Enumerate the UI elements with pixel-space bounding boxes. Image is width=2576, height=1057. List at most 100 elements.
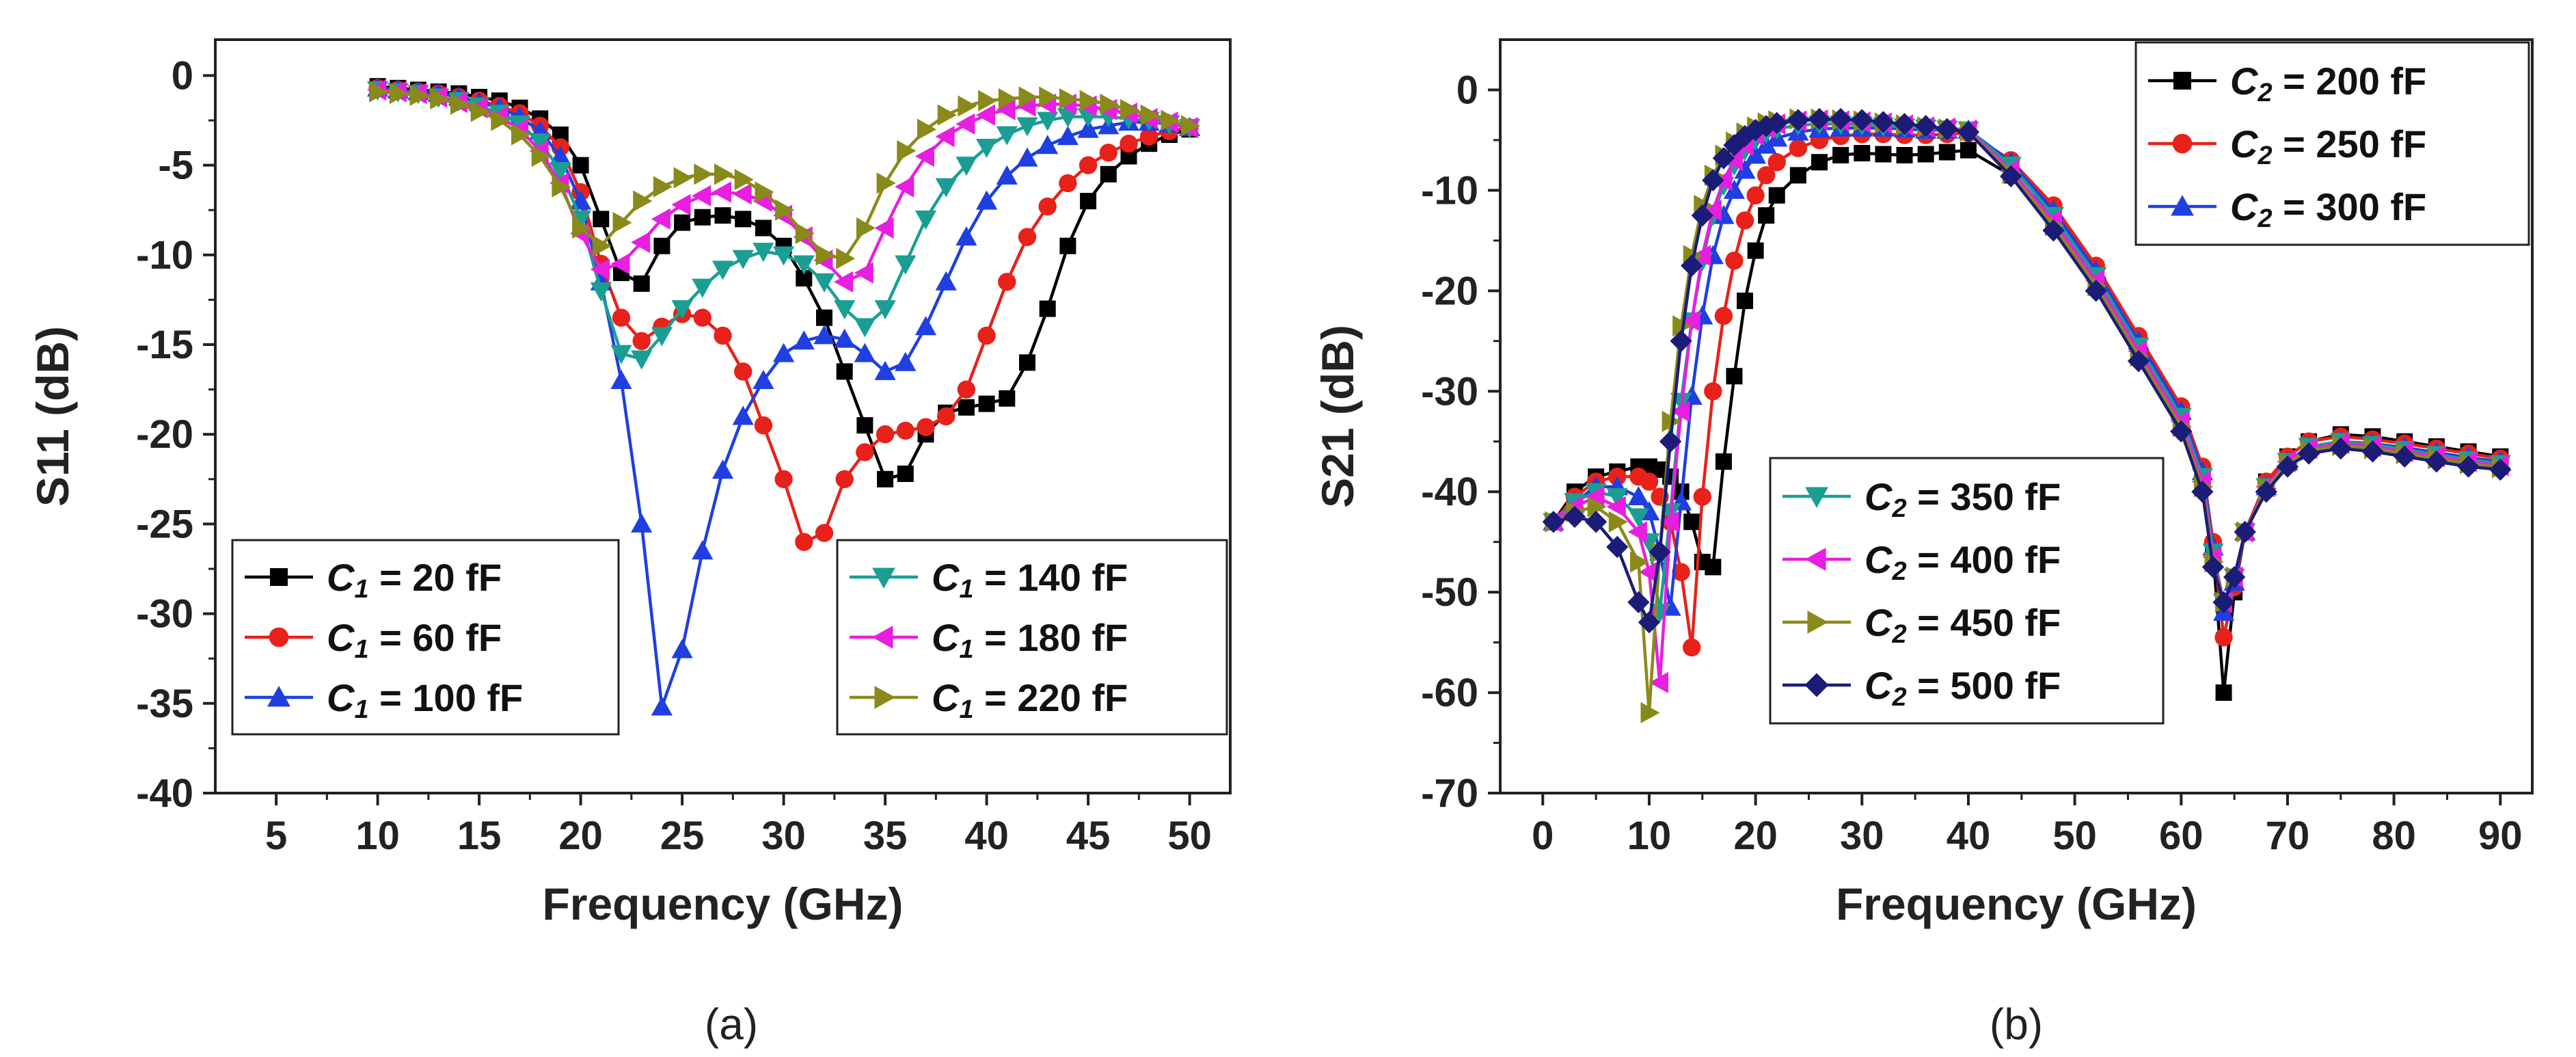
data-point bbox=[714, 163, 734, 185]
data-point bbox=[732, 183, 752, 205]
legend-top: C2 = 200 fF C2 = 250 fF C2 = 300 fF bbox=[2134, 41, 2530, 246]
data-point bbox=[1735, 211, 1754, 230]
x-tick-label: 0 bbox=[1532, 814, 1554, 858]
y-tick-label: -30 bbox=[136, 592, 193, 637]
data-point bbox=[1606, 488, 1628, 508]
y-tick-label: -70 bbox=[1421, 771, 1478, 816]
data-point bbox=[1758, 207, 1775, 224]
data-point bbox=[1039, 86, 1059, 108]
legend-entry: C1 = 180 fF bbox=[932, 616, 1128, 664]
data-point bbox=[1715, 453, 1732, 470]
legend-marker bbox=[2171, 195, 2194, 216]
x-tick-label: 20 bbox=[558, 814, 603, 858]
data-point bbox=[2457, 455, 2480, 478]
data-point bbox=[1745, 144, 1767, 164]
series-line bbox=[377, 84, 1191, 481]
y-tick-label: -15 bbox=[136, 323, 193, 367]
data-point bbox=[895, 351, 917, 371]
legend-entry: C2 = 450 fF bbox=[1865, 601, 2061, 649]
data-point bbox=[998, 273, 1016, 291]
data-point bbox=[572, 157, 589, 174]
y-tick-label: -30 bbox=[1421, 369, 1478, 414]
data-point bbox=[590, 282, 612, 302]
data-point bbox=[1854, 145, 1871, 162]
x-tick-label: 30 bbox=[1840, 814, 1884, 858]
legend-marker bbox=[1807, 611, 1828, 634]
data-point bbox=[1754, 115, 1778, 137]
data-point bbox=[2297, 442, 2320, 465]
data-point bbox=[1893, 113, 1916, 135]
data-point bbox=[1723, 134, 1746, 157]
data-point bbox=[1018, 228, 1037, 246]
data-point bbox=[854, 318, 876, 338]
data-point bbox=[1875, 146, 1892, 163]
data-point bbox=[2489, 458, 2512, 481]
data-point bbox=[1670, 401, 1690, 423]
data-point bbox=[977, 326, 996, 345]
data-point bbox=[1726, 368, 1743, 385]
data-point bbox=[793, 330, 815, 350]
data-point bbox=[976, 138, 998, 159]
data-point bbox=[671, 193, 691, 215]
data-point bbox=[1832, 146, 1849, 163]
data-point bbox=[2276, 455, 2299, 478]
data-point bbox=[1747, 242, 1764, 259]
legend-bottom: C2 = 350 fF C2 = 400 fF C2 = 450 fF C2 = 50… bbox=[1769, 457, 2165, 725]
data-point bbox=[793, 255, 815, 275]
data-point bbox=[935, 126, 955, 148]
data-point bbox=[937, 104, 957, 126]
x-tick-label: 40 bbox=[964, 814, 1009, 858]
y-tick-label: -40 bbox=[136, 771, 193, 816]
data-point bbox=[1181, 115, 1201, 137]
data-point bbox=[836, 247, 856, 269]
data-point bbox=[1627, 521, 1647, 543]
data-point bbox=[978, 90, 998, 111]
series-line bbox=[1553, 117, 2501, 624]
chart-panel-a: 5 10 15 20 25 30 35 40 45 50 0 -5 -10 -15 -20 -25 -30 -35… bbox=[27, 38, 1232, 1049]
x-tick-label: 40 bbox=[1947, 814, 1991, 858]
data-point bbox=[957, 380, 976, 399]
data-point bbox=[874, 217, 894, 239]
data-point bbox=[917, 418, 935, 436]
data-point bbox=[732, 405, 754, 425]
data-point bbox=[1016, 147, 1038, 167]
y-tick-label: -5 bbox=[158, 144, 193, 188]
data-point bbox=[1587, 496, 1607, 518]
data-point bbox=[1057, 126, 1079, 146]
x-tick-label: 80 bbox=[2372, 814, 2416, 858]
data-point bbox=[1079, 90, 1099, 111]
data-point bbox=[1704, 382, 1722, 401]
data-point bbox=[610, 369, 632, 390]
legend-marker bbox=[269, 627, 289, 647]
data-point bbox=[1638, 561, 1658, 583]
data-point bbox=[897, 465, 914, 482]
data-point bbox=[2223, 565, 2246, 589]
data-point bbox=[1640, 701, 1660, 724]
data-point bbox=[753, 243, 774, 263]
data-point bbox=[1734, 159, 1756, 179]
data-point bbox=[1705, 559, 1722, 576]
data-point bbox=[1018, 86, 1038, 108]
data-point bbox=[631, 513, 653, 533]
data-point bbox=[632, 332, 651, 350]
data-point bbox=[1683, 638, 1701, 657]
data-point bbox=[651, 696, 673, 716]
data-point bbox=[610, 345, 632, 364]
legend-entry: C2 = 350 fF bbox=[1865, 475, 2061, 523]
legend-marker bbox=[267, 686, 290, 707]
x-tick-label: 90 bbox=[2478, 814, 2523, 858]
data-point bbox=[369, 81, 389, 103]
data-point bbox=[590, 258, 610, 280]
data-point bbox=[409, 84, 429, 106]
data-point bbox=[917, 118, 937, 140]
data-point bbox=[1608, 511, 1628, 533]
data-point bbox=[2234, 520, 2256, 544]
data-point bbox=[1161, 109, 1180, 131]
data-point bbox=[1681, 310, 1700, 332]
data-point bbox=[1100, 165, 1117, 183]
data-point bbox=[1914, 115, 1937, 137]
data-point bbox=[1723, 149, 1743, 171]
data-point bbox=[835, 470, 854, 489]
data-point bbox=[552, 176, 571, 198]
